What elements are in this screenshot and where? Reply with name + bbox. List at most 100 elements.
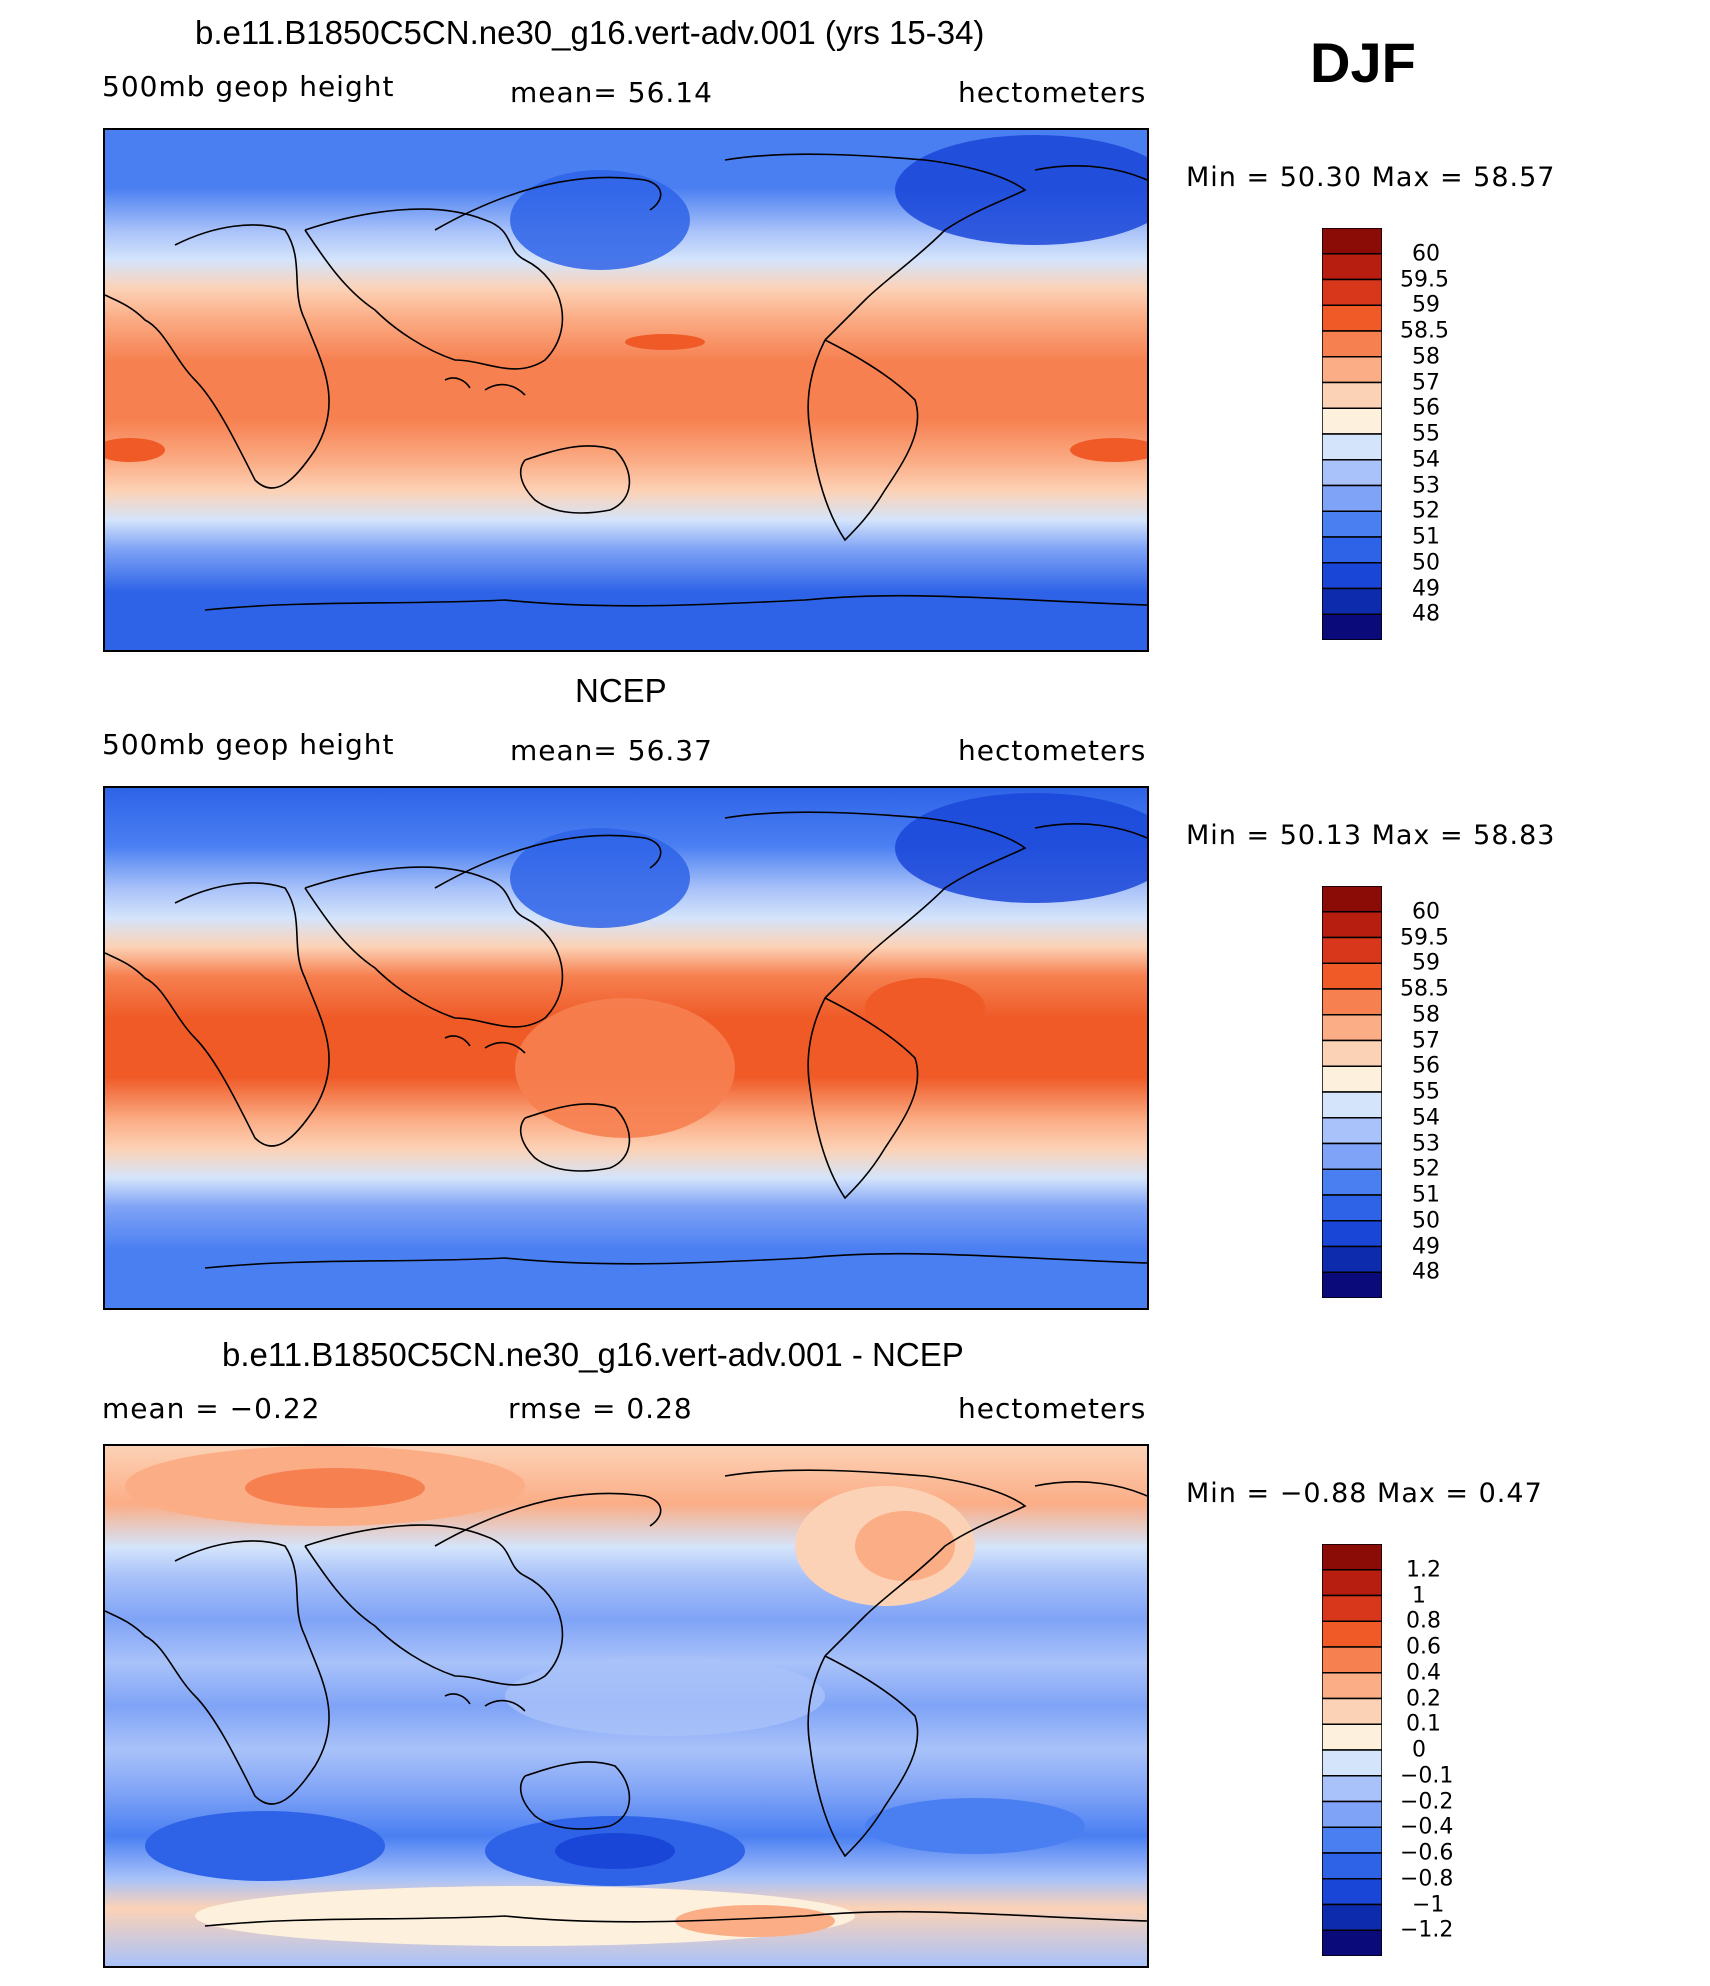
colorbar-tick-label: 57: [1412, 1028, 1440, 1053]
colorbar-swatch: [1322, 1569, 1382, 1597]
panel3-negative-anomaly: [555, 1833, 675, 1869]
colorbar-tick-label: 56: [1412, 1053, 1440, 1079]
colorbar-swatch: [1322, 459, 1382, 487]
colorbar-swatch: [1322, 1168, 1382, 1196]
coastlines: [105, 153, 1147, 611]
panel2-colorbar: [1322, 886, 1382, 1298]
colorbar-swatch: [1322, 510, 1382, 538]
colorbar-tick-label: 0.8: [1406, 1608, 1441, 1634]
panel3-units-label: hectometers: [958, 1392, 1147, 1425]
panel1-minmax: Min = 50.30 Max = 58.57: [1186, 162, 1556, 193]
colorbar-swatch: [1322, 1014, 1382, 1042]
colorbar-swatch: [1322, 587, 1382, 615]
colorbar-tick-label: −0.6: [1400, 1840, 1454, 1866]
panel3-positive-anomaly: [245, 1468, 425, 1508]
coastline: [724, 811, 1027, 999]
colorbar-tick-label: −1.2: [1400, 1917, 1454, 1943]
panel2-trough: [895, 793, 1147, 903]
panel3-title: b.e11.B1850C5CN.ne30_g16.vert-adv.001 - …: [222, 1336, 964, 1373]
colorbar-swatch: [1322, 484, 1382, 512]
colorbar-tick-label: 53: [1412, 1131, 1440, 1156]
coastline: [444, 1693, 526, 1712]
coastline: [444, 1035, 526, 1054]
coastline: [434, 176, 662, 231]
colorbar-tick-label: −1: [1412, 1892, 1445, 1917]
panel3-negative-anomaly: [145, 1811, 385, 1881]
panel1-map-svg: [105, 130, 1147, 650]
colorbar-tick-label: 1: [1412, 1583, 1426, 1608]
panel1-trough: [895, 135, 1147, 245]
coastline: [105, 1540, 330, 1805]
colorbar-tick-label: 55: [1412, 421, 1440, 447]
colorbar-tick-label: −0.2: [1400, 1789, 1454, 1814]
panel2-pacific-tongue: [515, 998, 735, 1138]
panel1-colorbar: [1322, 228, 1382, 640]
colorbar-swatch: [1322, 1723, 1382, 1751]
colorbar-swatch: [1322, 356, 1382, 384]
panel3-positive-anomaly: [195, 1886, 855, 1946]
colorbar-swatch: [1322, 433, 1382, 461]
colorbar-swatch: [1322, 536, 1382, 564]
colorbar-swatch: [1322, 1039, 1382, 1067]
colorbar-tick-label: 1.2: [1406, 1557, 1441, 1583]
coastline: [519, 1103, 631, 1172]
coastline: [519, 1761, 631, 1830]
colorbar-swatch: [1322, 1826, 1382, 1854]
colorbar-swatch: [1322, 330, 1382, 358]
colorbar-tick-label: 53: [1412, 473, 1440, 498]
panel3-colorbar: [1322, 1544, 1382, 1956]
colorbar-swatch: [1322, 1775, 1382, 1803]
season-label: DJF: [1310, 31, 1416, 94]
colorbar-swatch: [1322, 1800, 1382, 1828]
colorbar-tick-label: 59: [1412, 292, 1440, 318]
panel2-mean-label: mean= 56.37: [510, 734, 713, 767]
coastline: [444, 377, 526, 396]
colorbar-swatch: [1322, 1117, 1382, 1145]
panel2-minmax: Min = 50.13 Max = 58.83: [1186, 820, 1556, 851]
coastline: [204, 1252, 1147, 1269]
coastline: [204, 1910, 1147, 1927]
colorbar-tick-label: 49: [1412, 1234, 1440, 1259]
coastline: [105, 224, 330, 489]
colorbar-swatch: [1322, 1620, 1382, 1648]
coastline: [1034, 1481, 1147, 1497]
panel3-mean-label: mean = −0.22: [102, 1392, 321, 1425]
panel1-title: b.e11.B1850C5CN.ne30_g16.vert-adv.001 (y…: [195, 14, 985, 51]
colorbar-swatch: [1322, 1903, 1382, 1931]
panel2-map: [103, 786, 1149, 1310]
panel2-units-label: hectometers: [958, 734, 1147, 767]
colorbar-swatch: [1322, 1245, 1382, 1273]
colorbar-swatch: [1322, 1749, 1382, 1777]
panel1-variable-label: 500mb geop height: [102, 70, 395, 103]
colorbar-swatch: [1322, 613, 1382, 640]
panel1-max-anomaly: [1070, 438, 1147, 462]
coastline: [724, 1469, 1027, 1657]
panel2-variable-label: 500mb geop height: [102, 728, 395, 761]
colorbar-tick-label: 0.6: [1406, 1634, 1441, 1660]
coastline: [434, 834, 662, 889]
colorbar-swatch: [1322, 253, 1382, 281]
colorbar-tick-label: 55: [1412, 1079, 1440, 1105]
colorbar-swatch: [1322, 936, 1382, 964]
colorbar-tick-label: −0.4: [1400, 1814, 1454, 1840]
colorbar-tick-label: 60: [1412, 899, 1440, 925]
coastline: [434, 1492, 662, 1547]
colorbar-swatch: [1322, 228, 1382, 255]
panel3-minmax: Min = −0.88 Max = 0.47: [1186, 1478, 1543, 1509]
panel1-max-anomaly: [105, 438, 165, 462]
colorbar-swatch: [1322, 988, 1382, 1016]
colorbar-swatch: [1322, 1065, 1382, 1093]
colorbar-swatch: [1322, 1271, 1382, 1298]
panel1-max-anomaly: [625, 334, 705, 350]
colorbar-tick-label: 51: [1412, 524, 1440, 550]
colorbar-swatch: [1322, 1594, 1382, 1622]
colorbar-swatch: [1322, 1142, 1382, 1170]
panel3-weak-anomaly: [505, 1656, 825, 1736]
panel3-positive-anomaly: [855, 1511, 955, 1581]
panel2-trough: [510, 828, 690, 928]
colorbar-tick-label: 49: [1412, 576, 1440, 601]
panel1-colorbar-svg: [1322, 228, 1382, 640]
colorbar-tick-label: 59.5: [1400, 925, 1449, 950]
colorbar-swatch: [1322, 562, 1382, 590]
colorbar-swatch: [1322, 407, 1382, 435]
